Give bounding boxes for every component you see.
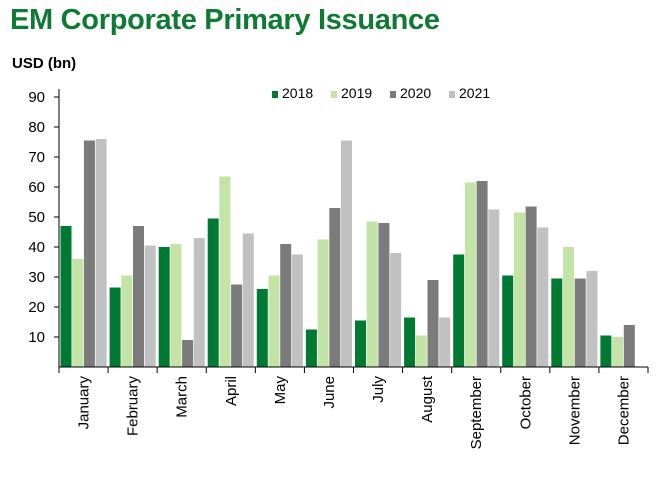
y-tick-label: 10 [28,329,45,346]
bar-2019-july [366,221,378,367]
bar-2021-july [390,253,402,367]
legend-swatch-2018 [272,91,278,98]
bar-2021-november [586,271,598,367]
bar-2018-november [551,278,563,367]
x-tick-label-december: December [615,376,632,445]
bar-2021-february [144,245,156,367]
legend-label-2021: 2021 [459,85,490,101]
bar-2020-may [280,244,292,367]
bar-2020-december [623,325,635,367]
legend-swatch-2019 [331,91,337,98]
x-tick-label-april: April [223,376,240,406]
y-tick-label: 60 [28,179,45,196]
bars [60,139,635,367]
bar-2018-september [453,254,465,367]
bar-2018-march [158,247,170,367]
bar-2019-october [513,212,525,367]
x-tick-label-october: October [517,376,534,429]
bar-2018-may [256,289,268,367]
x-axis-labels: January February March April May June July Augu… [76,375,633,449]
legend-swatch-2020 [390,91,396,98]
bar-2019-january [72,259,84,367]
bar-2021-january [95,139,107,367]
axes [58,89,649,373]
bar-2021-september [488,209,500,367]
bar-2020-november [574,278,586,367]
bar-2021-may [291,254,303,367]
y-tick-label: 40 [28,239,45,256]
y-tick-label: 80 [28,119,45,136]
x-tick-label-september: September [468,376,485,449]
bar-2020-july [378,223,390,367]
legend-label-2018: 2018 [282,85,313,101]
y-tick-label: 30 [28,269,45,286]
bar-2019-march [170,244,182,367]
bar-2018-april [207,218,219,367]
legend-label-2019: 2019 [341,85,372,101]
bar-2018-february [109,287,121,367]
bar-2019-november [563,247,574,367]
y-tick-label: 90 [28,89,45,106]
bar-2021-august [439,317,451,367]
bar-2020-february [133,226,144,367]
chart-title: EM Corporate Primary Issuance [10,4,440,36]
bar-2021-june [341,140,352,367]
bar-2019-june [317,239,329,367]
bar-2021-april [242,233,254,367]
y-tick-label: 70 [28,149,45,166]
bar-2019-february [121,275,133,367]
bar-2018-december [600,335,612,367]
y-axis-ticks: 10 20 30 40 50 60 70 80 90 [28,89,59,346]
legend-label-2020: 2020 [400,85,431,101]
bar-2021-march [193,238,205,367]
x-tick-label-november: November [566,376,583,445]
y-tick-label: 50 [28,209,45,226]
y-axis-label: USD (bn) [12,55,76,72]
bar-2018-january [60,226,72,367]
x-tick-label-march: March [174,376,191,418]
bar-2020-october [525,206,537,367]
legend: 2018 2019 2020 2021 [272,85,490,101]
bar-2019-september [464,182,476,367]
x-tick-label-february: February [125,376,142,437]
bar-2020-august [427,280,439,367]
bar-2020-january [83,140,95,367]
x-tick-label-may: May [272,376,289,405]
bar-2019-may [268,275,280,367]
x-tick-label-august: August [419,375,436,423]
bar-2018-july [355,320,366,367]
y-tick-label: 20 [28,299,45,316]
x-tick-label-january: January [76,376,93,430]
bar-2020-september [476,181,488,367]
bar-2020-march [182,340,194,367]
bar-2019-december [612,337,624,367]
bar-2019-april [219,176,231,367]
bar-2018-june [305,329,317,367]
x-tick-label-june: June [321,376,338,409]
bar-2018-october [502,275,514,367]
bar-2020-june [329,208,341,367]
x-tick-label-july: July [370,376,387,403]
legend-swatch-2021 [449,91,455,98]
bar-2018-august [404,317,416,367]
bar-2021-october [537,227,549,367]
bar-2020-april [231,284,243,367]
bar-2019-august [415,335,427,367]
